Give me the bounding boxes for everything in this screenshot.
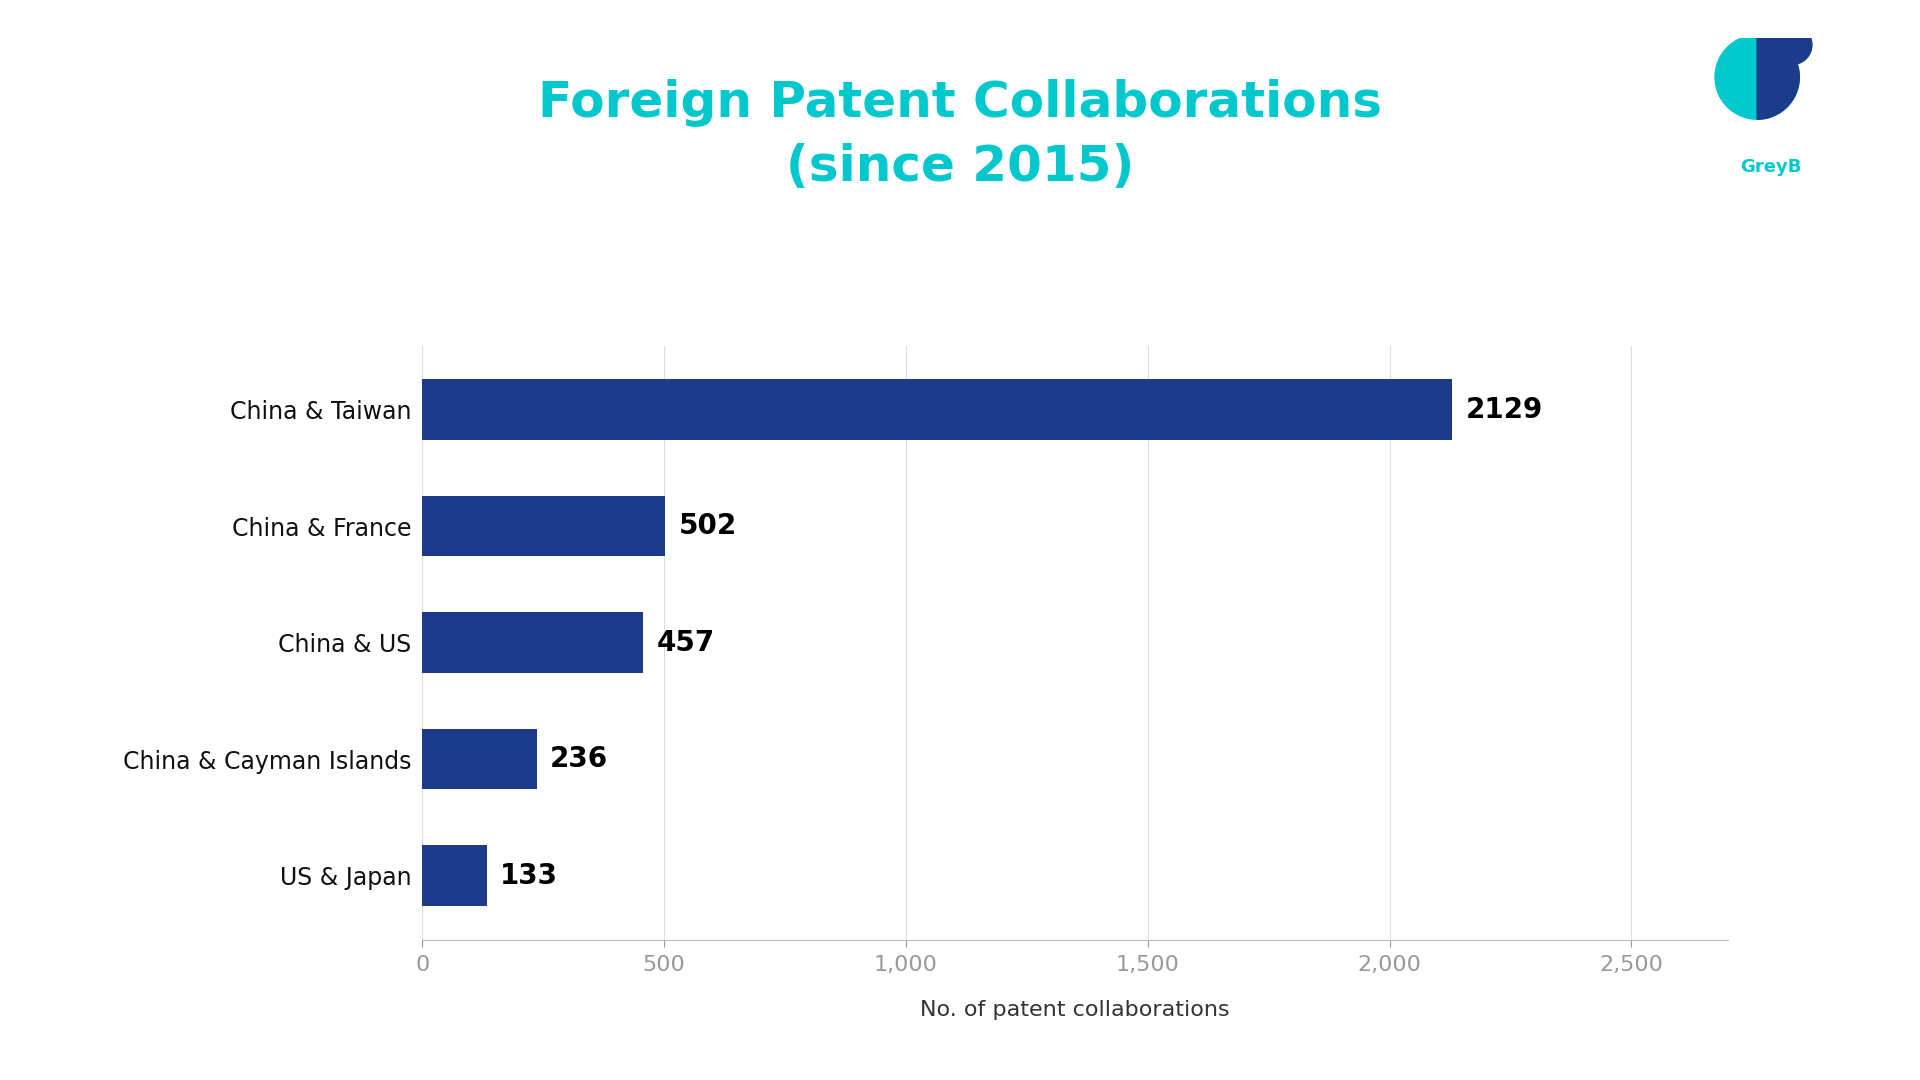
Circle shape bbox=[1715, 35, 1799, 119]
Text: 236: 236 bbox=[549, 745, 609, 773]
Text: (since 2015): (since 2015) bbox=[785, 144, 1135, 191]
Bar bbox=[422, 846, 486, 906]
X-axis label: No. of patent collaborations: No. of patent collaborations bbox=[920, 1000, 1231, 1020]
Text: 457: 457 bbox=[657, 629, 714, 657]
Text: Foreign Patent Collaborations: Foreign Patent Collaborations bbox=[538, 79, 1382, 126]
Text: 133: 133 bbox=[501, 862, 559, 890]
Bar bbox=[422, 379, 1452, 440]
Text: GreyB: GreyB bbox=[1741, 158, 1801, 176]
Bar bbox=[422, 612, 643, 673]
Bar bbox=[422, 729, 536, 789]
Circle shape bbox=[1772, 25, 1812, 65]
Text: 2129: 2129 bbox=[1465, 395, 1542, 423]
Text: 502: 502 bbox=[678, 512, 737, 540]
Bar bbox=[422, 496, 664, 556]
Wedge shape bbox=[1757, 35, 1799, 119]
